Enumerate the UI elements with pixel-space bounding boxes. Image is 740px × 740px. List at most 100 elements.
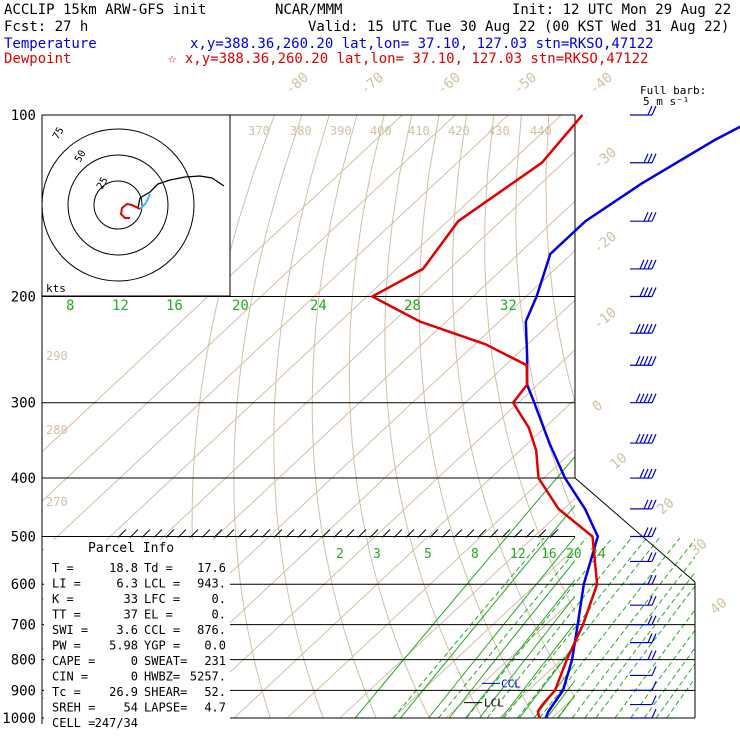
ccl-label: CCL [501,677,521,690]
wind-barb-flag [647,615,653,625]
isotherm-tick-label: -70 [357,70,387,99]
parcel-info-cell: 6.3 [116,577,138,591]
wind-barb [630,695,657,706]
wind-barb-flag [635,433,641,444]
mixing-ratio-label: 32 [500,298,517,314]
plot-right-slant [574,477,696,583]
isotherm-line [42,115,509,552]
freezing-hatch [309,529,319,538]
wind-barb-flag [647,499,653,510]
isotherm-line [551,695,575,719]
wind-barb-flag [647,552,653,562]
theta-label: 270 [46,495,68,509]
freezing-hatch [333,529,343,538]
hodograph-ring-50 [67,154,169,256]
wind-barb-flag [651,323,657,334]
isotherm-line [445,596,575,719]
pressure-tick-label: 200 [11,290,36,306]
dry-adiabat-line [545,115,575,404]
wind-barb-flag [651,211,657,222]
theta-label: 420 [448,124,470,138]
parcel-info-cell: 5257. [190,670,226,684]
freezing-hatch [489,529,499,538]
isotherm-tick-label: 10 [607,450,630,473]
moist-adiabat-line [655,662,695,719]
wind-barb-flag [643,153,649,163]
mixing-ratio-line [519,644,575,719]
moist-adiabat-line [517,538,660,719]
wind-barb-flag [651,650,657,660]
mixing-ratio-label-lower: 8 [471,547,479,562]
hodograph-ring-25 [93,180,143,230]
wind-barb-flag [643,259,649,270]
freezing-hatch [249,529,259,538]
moist-adiabat-line [438,538,587,719]
parcel-info-cell: HWBZ= [144,670,180,684]
parcel-info-cell: 0 [131,670,138,684]
isotherm-line [233,398,575,719]
parcel-info-cell: SREH = [52,701,95,715]
isotherm-tick-label: 30 [687,536,710,559]
freezing-hatch [129,529,139,538]
mixing-ratio-line [533,663,575,719]
parcel-info-cell: 0 [131,654,138,668]
hodograph: 25 50 75 kts [41,114,231,297]
mixing-ratio-label-lower: 5 [424,547,432,562]
isotherm-line [339,497,575,719]
dry-adiabat-line [348,115,430,719]
wind-barb-flag [647,393,653,403]
pressure-tick-label: 1000 [2,711,36,727]
moist-adiabat-line [466,538,613,719]
theta-label: 380 [290,124,312,138]
wind-barb-flag [635,355,641,366]
dry-adiabat-line [233,115,303,719]
wind-barb-flag [651,574,657,585]
mixing-ratio-line [618,297,740,719]
wind-barb-flag [643,393,649,403]
isotherm-tick-label: -30 [590,145,620,174]
pressure-tick-label: 700 [11,618,36,634]
freezing-hatch [525,529,535,538]
temperature-profile [524,125,740,719]
wind-barb [630,615,657,626]
freezing-hatch [165,529,175,538]
org-label: NCAR/MMM [275,2,342,18]
freezing-hatch [285,529,295,538]
parcel-info-cell: 0. [212,608,226,622]
freezing-hatch [369,529,379,538]
mixing-ratio-label-lower: 12 [510,547,526,562]
wind-barb-flag [651,259,657,270]
freezing-hatch [465,529,475,538]
wind-barb-flag [647,211,653,222]
wind-barb-flag [651,666,657,676]
wind-barb [630,393,657,404]
wind-barb-flag [639,393,645,403]
freezing-hatch [225,529,235,538]
freezing-hatch [261,529,271,538]
theta-label: 440 [530,124,552,138]
hodograph-trace-upper [137,175,225,209]
moist-adiabat-line [666,677,695,719]
valid-time: Valid: 15 UTC Tue 30 Aug 22 (00 KST Wed … [308,19,729,35]
isotherm-tick-label: 40 [707,595,730,618]
parcel-info-cell: 876. [197,623,226,637]
wind-barb [630,681,657,692]
lcl-label: LCL [484,697,504,710]
wind-barb-flag [639,287,645,297]
sounding-profiles: CCL LCL [369,114,740,719]
freezing-hatch [381,529,391,538]
model-title: ACCLIP 15km ARW-GFS init [4,2,206,18]
dry-adiabat-line [574,155,575,181]
parcel-info-cell: 231 [204,654,226,668]
wind-barb-flag [647,574,653,585]
freezing-hatch [537,529,547,538]
parcel-info-cell: 0. [212,592,226,606]
pressure-tick-label: 600 [11,577,36,593]
wind-barb [630,527,657,538]
pressure-tick-label: 300 [11,396,36,412]
freezing-hatch [141,529,151,538]
theta-label: 370 [248,124,270,138]
parcel-info-cell: PW = [52,639,81,653]
forecast-hour: Fcst: 27 h [4,19,88,35]
freezing-hatch [501,529,511,538]
